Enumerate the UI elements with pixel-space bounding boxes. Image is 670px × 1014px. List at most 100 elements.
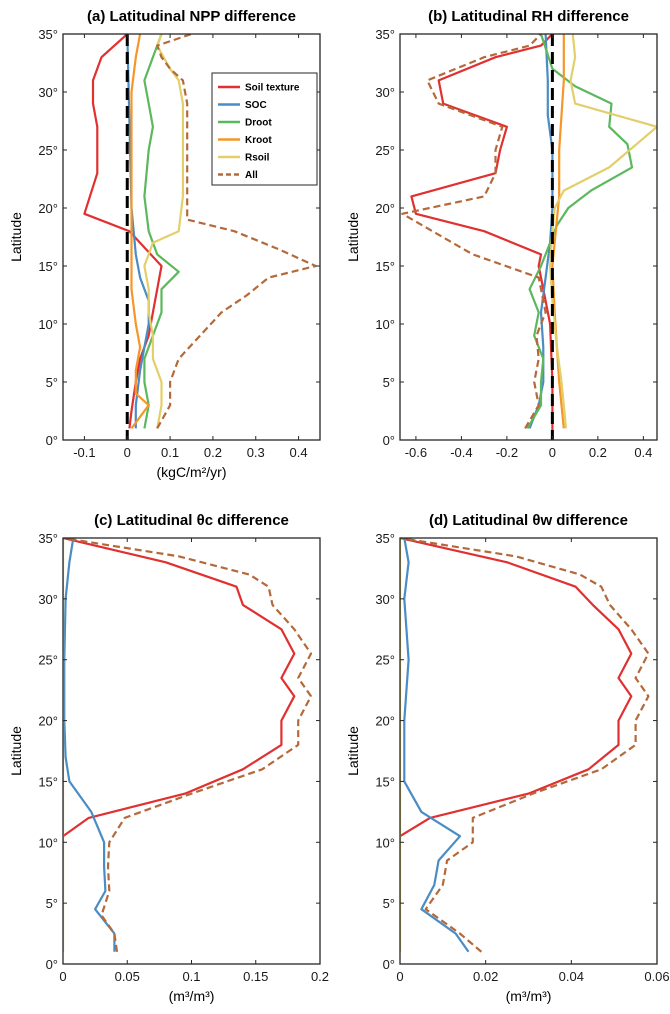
y-tick-label: 10° (375, 835, 395, 850)
x-axis-label: (m³/m³) (169, 988, 215, 1004)
series-line-rsoil (549, 34, 657, 429)
x-tick-label: -0.6 (405, 445, 427, 460)
chart-title: (d) Latitudinal θw difference (429, 512, 628, 529)
series-group (401, 34, 657, 440)
series-line-soc (63, 538, 116, 952)
y-tick-label: 15° (375, 774, 395, 789)
x-tick-label: 0 (59, 969, 66, 984)
series-group (83, 34, 317, 430)
chart-title: (c) Latitudinal θc difference (94, 512, 289, 529)
legend: Soil texture SOC Droot Kroot Rsoil All (211, 72, 318, 186)
y-tick-label: 25° (375, 653, 395, 668)
series-line-droot (143, 34, 180, 429)
series-line-soc (528, 34, 554, 429)
y-tick-label: 30° (375, 592, 395, 607)
y-tick-label: 35° (375, 27, 395, 42)
series-line-all (400, 538, 650, 953)
legend-label-all: All (245, 170, 258, 181)
series-line-soil-texture (410, 34, 554, 440)
axes-frame (399, 537, 658, 965)
legend-box (211, 72, 318, 186)
y-tick-label: 20° (38, 714, 58, 729)
panel-c: (c) Latitudinal θc difference 0 0.05 0.1 0.1… (8, 512, 329, 1004)
x-tick-label: 0.1 (161, 445, 179, 460)
y-tick-label: 20° (375, 201, 395, 216)
x-tick-label: 0 (124, 445, 131, 460)
x-tick-label: 0.02 (473, 969, 498, 984)
series-line-soil-texture (400, 538, 633, 838)
x-tick-label: 0.04 (559, 969, 584, 984)
y-axis-label: Latitude (8, 212, 24, 262)
y-tick-label: 15° (38, 259, 58, 274)
x-tick-label: 0.2 (589, 445, 607, 460)
y-tick-label: 35° (38, 531, 58, 546)
x-axis-label: (kgC/m²/yr) (157, 464, 227, 480)
axes-frame (62, 537, 321, 965)
panel-b: (b) Latitudinal RH difference -0.6 -0.4 -0.… (345, 8, 658, 460)
y-tick-label: 15° (38, 774, 58, 789)
y-tick-label: 5° (383, 375, 395, 390)
y-tick-label: 10° (38, 835, 58, 850)
x-tick-label: 0.3 (247, 445, 265, 460)
x-axis-label: (m³/m³) (506, 988, 552, 1004)
y-tick-label: 5° (46, 375, 58, 390)
x-tick-label: 0.2 (204, 445, 222, 460)
y-tick-label: 20° (38, 201, 58, 216)
panel-a: (a) Latitudinal NPP difference -0.1 0 0.1 0.… (8, 8, 321, 480)
legend-label-kroot: Kroot (245, 135, 272, 146)
series-line-kroot (551, 34, 565, 429)
legend-label-droot: Droot (245, 118, 272, 129)
series-line-kroot (130, 34, 150, 430)
y-tick-label: 0° (383, 957, 395, 972)
y-tick-label: 25° (38, 143, 58, 158)
chart-title: (a) Latitudinal NPP difference (87, 8, 296, 25)
series-line-soil-texture (83, 34, 163, 429)
x-tick-label: -0.4 (450, 445, 472, 460)
y-tick-label: 35° (375, 531, 395, 546)
y-tick-label: 25° (375, 143, 395, 158)
axes-frame (399, 33, 658, 441)
series-line-all (401, 34, 547, 429)
axes-frame (62, 33, 321, 441)
x-tick-label: 0 (396, 969, 403, 984)
y-axis-label: Latitude (8, 726, 24, 776)
y-tick-label: 5° (46, 896, 58, 911)
x-tick-label: 0.2 (311, 969, 329, 984)
y-tick-label: 10° (38, 317, 58, 332)
series-group (63, 538, 313, 952)
series-group (400, 538, 650, 953)
y-tick-label: 5° (383, 896, 395, 911)
y-tick-label: 0° (46, 957, 58, 972)
series-line-rsoil (143, 34, 184, 429)
y-tick-label: 10° (375, 317, 395, 332)
x-tick-label: 0.1 (182, 969, 200, 984)
y-tick-label: 30° (375, 85, 395, 100)
x-tick-label: -0.1 (73, 445, 95, 460)
legend-label-soc: SOC (245, 100, 267, 111)
y-tick-label: 15° (375, 259, 395, 274)
x-tick-label: 0 (549, 445, 556, 460)
series-line-all (63, 538, 313, 952)
y-tick-label: 25° (38, 653, 58, 668)
y-tick-label: 35° (38, 27, 58, 42)
legend-label-rsoil: Rsoil (245, 153, 270, 164)
y-tick-label: 30° (38, 592, 58, 607)
x-tick-label: 0.4 (290, 445, 308, 460)
series-line-soil-texture (63, 538, 296, 838)
chart-title: (b) Latitudinal RH difference (428, 8, 629, 25)
y-tick-label: 0° (383, 433, 395, 448)
y-tick-label: 30° (38, 85, 58, 100)
panel-d: (d) Latitudinal θw difference 0 0.02 0.04 0.… (345, 512, 670, 1004)
series-line-soc (403, 538, 470, 953)
legend-label-soil-texture: Soil texture (245, 83, 300, 94)
series-line-all (156, 34, 317, 429)
x-tick-label: 0.15 (243, 969, 268, 984)
y-axis-label: Latitude (345, 212, 361, 262)
series-line-droot (526, 34, 634, 429)
x-tick-label: -0.2 (496, 445, 518, 460)
x-tick-label: 0.06 (644, 969, 669, 984)
x-tick-label: 0.4 (634, 445, 652, 460)
x-tick-label: 0.05 (115, 969, 140, 984)
y-tick-label: 0° (46, 433, 58, 448)
